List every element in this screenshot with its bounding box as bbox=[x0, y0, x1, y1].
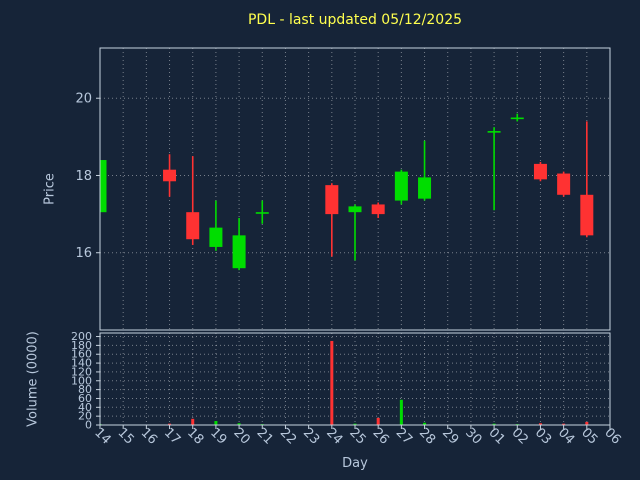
candle-body-25 bbox=[348, 206, 362, 213]
x-tick-label: 20 bbox=[230, 425, 252, 447]
price-tick-label: 18 bbox=[75, 169, 92, 184]
chart-title: PDL - last updated 05/12/2025 bbox=[247, 12, 463, 28]
volume-tick-label: 0 bbox=[85, 419, 92, 432]
volume-tick-label: 40 bbox=[78, 401, 92, 414]
x-axis-label: Day bbox=[342, 456, 368, 471]
x-tick-label: 03 bbox=[532, 425, 554, 447]
volume-tick-label: 180 bbox=[71, 339, 92, 352]
price-tick-label: 20 bbox=[75, 92, 92, 107]
x-tick-label: 05 bbox=[578, 425, 600, 447]
volume-bar-19 bbox=[214, 421, 218, 425]
x-tick-label: 26 bbox=[370, 425, 392, 447]
volume-bar-05 bbox=[585, 421, 589, 425]
x-tick-label: 29 bbox=[439, 425, 461, 447]
x-tick-label: 14 bbox=[91, 425, 113, 447]
volume-bar-20 bbox=[237, 423, 241, 425]
x-tick-label: 01 bbox=[485, 425, 507, 447]
volume-tick-label: 140 bbox=[71, 357, 92, 370]
candle-body-27 bbox=[394, 171, 408, 201]
candle-body-24 bbox=[325, 185, 339, 215]
x-tick-label: 28 bbox=[416, 425, 438, 447]
x-tick-label: 27 bbox=[393, 425, 415, 447]
candle-body-21 bbox=[255, 212, 269, 214]
x-tick-label: 19 bbox=[207, 425, 229, 447]
volume-bar-27 bbox=[399, 399, 403, 425]
x-tick-label: 30 bbox=[462, 425, 484, 447]
x-tick-label: 15 bbox=[115, 425, 137, 447]
volume-bar-24 bbox=[330, 340, 334, 425]
candle-body-20 bbox=[232, 235, 246, 269]
volume-bar-03 bbox=[538, 423, 542, 425]
x-tick-label: 16 bbox=[138, 425, 160, 447]
volume-tick-label: 120 bbox=[71, 365, 92, 378]
x-tick-label: 24 bbox=[323, 425, 345, 447]
candle-body-17 bbox=[163, 169, 177, 182]
candles bbox=[100, 113, 594, 271]
x-tick-label: 02 bbox=[509, 425, 531, 447]
volume-bar-25 bbox=[353, 423, 357, 425]
volume-bar-17 bbox=[168, 423, 172, 425]
x-tick-label: 17 bbox=[161, 425, 183, 447]
x-tick-label: 25 bbox=[346, 425, 368, 447]
volume-bar-18 bbox=[191, 418, 195, 425]
x-tick-label: 21 bbox=[254, 425, 276, 447]
volume-bar-28 bbox=[423, 422, 427, 425]
candle-body-28 bbox=[418, 177, 432, 199]
volume-tick-label: 20 bbox=[78, 410, 92, 423]
price-tick-label: 16 bbox=[75, 246, 92, 261]
candle-body-01 bbox=[487, 131, 501, 133]
volume-tick-label: 160 bbox=[71, 348, 92, 361]
candle-body-26 bbox=[371, 204, 385, 215]
volume-tick-label: 100 bbox=[71, 374, 92, 387]
volume-tick-label: 200 bbox=[71, 330, 92, 343]
candle-body-14 bbox=[100, 160, 107, 213]
candle-body-02 bbox=[510, 117, 524, 120]
x-tick-label: 06 bbox=[601, 425, 623, 447]
x-tick-label: 22 bbox=[277, 425, 299, 447]
volume-bars bbox=[100, 340, 589, 425]
candle-body-05 bbox=[580, 194, 594, 236]
volume-axes-border bbox=[99, 332, 611, 426]
volume-tick-label: 80 bbox=[78, 383, 92, 396]
candle-body-19 bbox=[209, 227, 223, 247]
candle-body-03 bbox=[533, 163, 547, 180]
candle-body-04 bbox=[557, 173, 571, 195]
volume-bar-01 bbox=[492, 423, 496, 425]
candle-body-18 bbox=[186, 212, 200, 240]
volume-bar-26 bbox=[376, 417, 380, 425]
volume-tick-label: 60 bbox=[78, 392, 92, 405]
price-axes-border bbox=[99, 47, 611, 331]
volume-bar-04 bbox=[562, 423, 566, 425]
x-tick-label: 18 bbox=[184, 425, 206, 447]
x-tick-label: 23 bbox=[300, 425, 322, 447]
x-tick-label: 04 bbox=[555, 425, 577, 447]
